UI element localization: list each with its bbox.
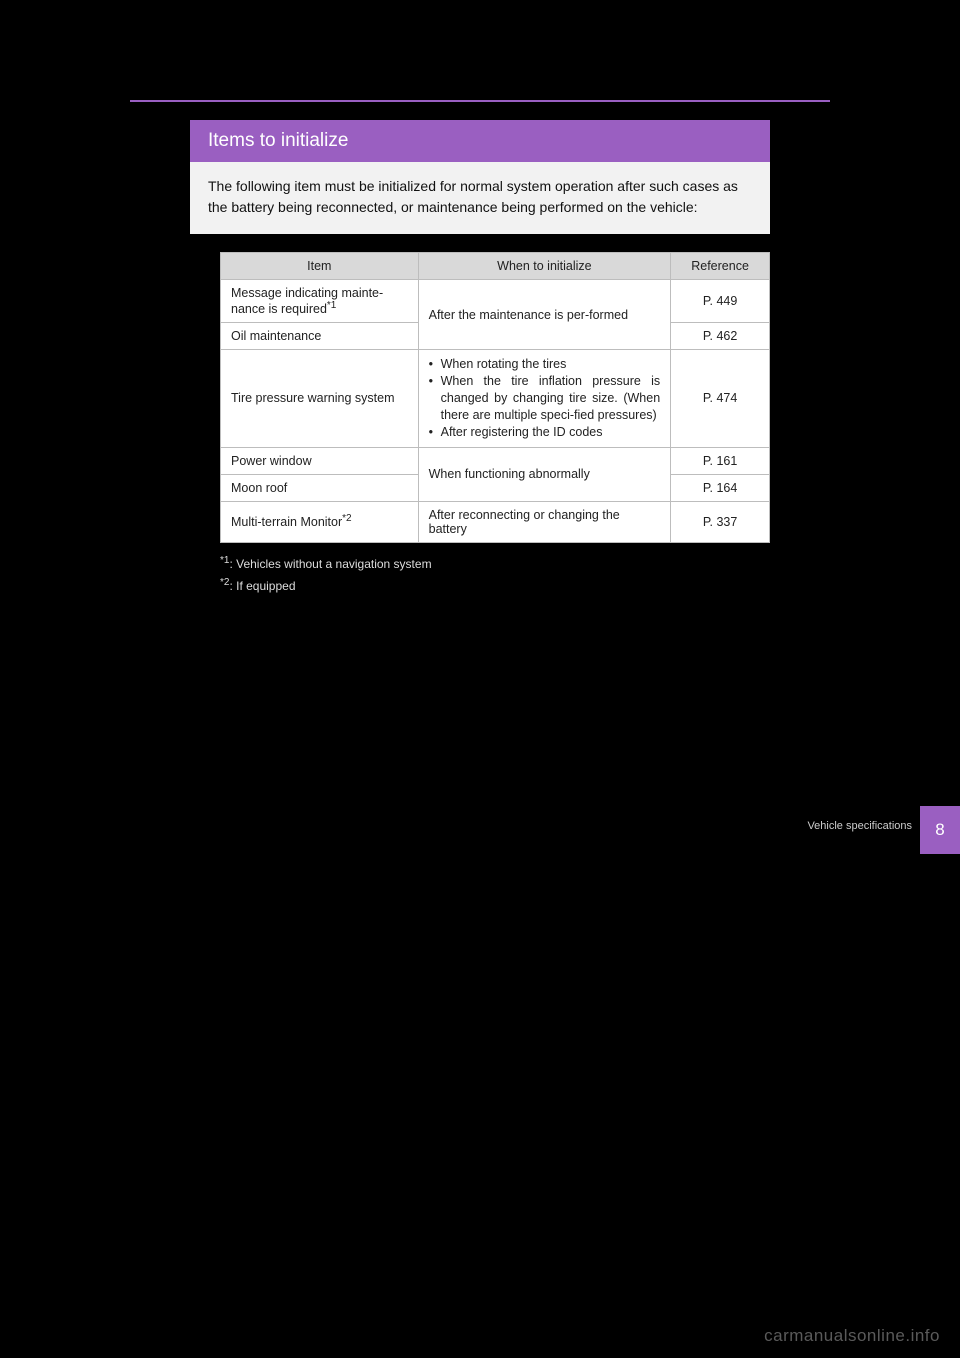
cell-when: When functioning abnormally <box>418 447 671 501</box>
footnote-2: *2: If equipped <box>220 575 770 595</box>
cell-item: Moon roof <box>221 474 419 501</box>
cell-ref: P. 449 <box>671 280 770 323</box>
chapter-label: Vehicle specifications <box>807 820 912 832</box>
cell-item: Message indicating mainte-nance is requi… <box>221 280 419 323</box>
chapter-tab: 8 <box>920 806 960 854</box>
item-text: Multi-terrain Monitor <box>231 516 342 530</box>
table-header-row: Item When to initialize Reference <box>221 253 770 280</box>
section-title: Items to initialize <box>190 120 770 162</box>
tire-bullets: When rotating the tires When the tire in… <box>429 356 661 440</box>
table-row: Message indicating mainte-nance is requi… <box>221 280 770 323</box>
cell-item: Tire pressure warning system <box>221 350 419 447</box>
col-item: Item <box>221 253 419 280</box>
table-row: Tire pressure warning system When rotati… <box>221 350 770 447</box>
footnotes: *1: Vehicles without a navigation system… <box>220 553 770 595</box>
bullet: When rotating the tires <box>429 356 661 373</box>
cell-item: Multi-terrain Monitor*2 <box>221 501 419 542</box>
cell-item: Power window <box>221 447 419 474</box>
bullet: When the tire inflation pressure is chan… <box>429 373 661 424</box>
item-sup: *2 <box>342 513 351 524</box>
cell-ref: P. 164 <box>671 474 770 501</box>
footnote-text: : If equipped <box>229 579 295 593</box>
cell-ref: P. 161 <box>671 447 770 474</box>
col-ref: Reference <box>671 253 770 280</box>
footnote-1: *1: Vehicles without a navigation system <box>220 553 770 573</box>
footnote-text: : Vehicles without a navigation system <box>229 557 431 571</box>
initialize-table: Item When to initialize Reference Messag… <box>220 252 770 543</box>
cell-item: Oil maintenance <box>221 323 419 350</box>
item-sup: *1 <box>327 300 336 311</box>
table-row: Power window When functioning abnormally… <box>221 447 770 474</box>
table-row: Multi-terrain Monitor*2 After reconnecti… <box>221 501 770 542</box>
initialize-table-wrap: Item When to initialize Reference Messag… <box>220 252 770 543</box>
item-text: Message indicating mainte-nance is requi… <box>231 286 383 316</box>
cell-ref: P. 337 <box>671 501 770 542</box>
top-rule <box>130 100 830 102</box>
bullet: After registering the ID codes <box>429 424 661 441</box>
cell-when: When rotating the tires When the tire in… <box>418 350 671 447</box>
manual-page: Items to initialize The following item m… <box>130 100 830 597</box>
cell-when: After reconnecting or changing the batte… <box>418 501 671 542</box>
watermark: carmanualsonline.info <box>764 1326 940 1346</box>
cell-ref: P. 474 <box>671 350 770 447</box>
cell-ref: P. 462 <box>671 323 770 350</box>
col-when: When to initialize <box>418 253 671 280</box>
intro-text: The following item must be initialized f… <box>190 162 770 234</box>
cell-when: After the maintenance is per-formed <box>418 280 671 350</box>
